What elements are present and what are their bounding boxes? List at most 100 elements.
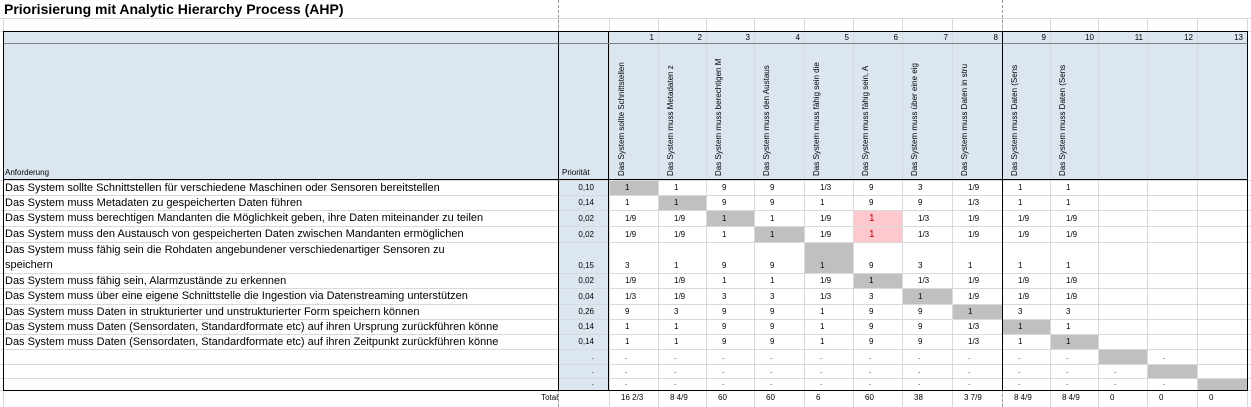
matrix-cell: 1/9: [968, 214, 980, 223]
matrix-cell: 1: [770, 230, 775, 239]
matrix-cell: 1/9: [1066, 230, 1078, 239]
matrix-cell: 1/9: [1018, 292, 1030, 301]
matrix-cell: 1: [1066, 198, 1071, 207]
matrix-cell: 1/9: [820, 276, 832, 285]
matrix-cell: 1: [968, 307, 973, 316]
matrix-cell: .: [1114, 378, 1117, 387]
gridline-horizontal: [0, 334, 1251, 335]
matrix-cell: 1: [674, 183, 679, 192]
matrix-cell: 1: [1018, 198, 1023, 207]
matrix-cell: 3: [674, 307, 679, 316]
matrix-cell: 9: [770, 261, 775, 270]
matrix-cell: 9: [722, 322, 727, 331]
column-title: Das System muss Daten (Sens: [1058, 64, 1067, 176]
gridline-vertical: [706, 18, 707, 407]
matrix-cell: .: [820, 366, 823, 375]
matrix-cell: 1/9: [820, 230, 832, 239]
matrix-cell: 1/9: [1066, 276, 1078, 285]
matrix-cell: .: [674, 352, 677, 361]
matrix-cell: 1: [1066, 183, 1071, 192]
matrix-cell: 9: [770, 183, 775, 192]
total-label: Total: [541, 393, 558, 402]
matrix-cell: 1: [968, 261, 973, 270]
gridline-horizontal: [0, 349, 1251, 350]
matrix-cell: 1: [820, 322, 825, 331]
matrix-cell: .: [968, 366, 971, 375]
column-number: 1: [649, 33, 654, 42]
matrix-cell: 1: [625, 198, 630, 207]
matrix-cell: 9: [722, 198, 727, 207]
matrix-cell: 1: [869, 213, 875, 224]
gridline-vertical: [804, 18, 805, 407]
header-requirement-bg: [4, 44, 558, 179]
priority-value: .: [591, 352, 594, 361]
matrix-cell: 1: [625, 183, 630, 192]
diagonal-cell: [755, 227, 804, 242]
priority-value: 0,02: [578, 230, 594, 239]
priority-value: .: [591, 378, 594, 387]
matrix-cell: 3: [625, 261, 630, 270]
matrix-cell: .: [674, 378, 677, 387]
diagonal-cell: [1198, 379, 1247, 390]
requirement-text: Das System muss berechtigen Mandanten di…: [5, 212, 484, 224]
matrix-cell: 1: [1018, 322, 1023, 331]
priority-value: 0,14: [578, 322, 594, 331]
matrix-cell: 9: [869, 307, 874, 316]
column-title: Das System sollte Schnittstellen: [617, 62, 626, 176]
matrix-cell: 9: [918, 198, 923, 207]
priority-value: .: [591, 366, 594, 375]
priority-value: 0,02: [578, 214, 594, 223]
matrix-cell: 9: [770, 337, 775, 346]
matrix-cell: 1/3: [820, 183, 832, 192]
highlight-cell: [854, 227, 902, 242]
matrix-cell: .: [869, 366, 872, 375]
matrix-cell: .: [625, 366, 628, 375]
total-value: 0: [1110, 393, 1115, 402]
matrix-cell: .: [968, 352, 971, 361]
priority-value: 0,10: [578, 183, 594, 192]
matrix-cell: 9: [722, 307, 727, 316]
matrix-cell: .: [1018, 366, 1021, 375]
header-priority-label: Priorität: [562, 168, 590, 177]
matrix-cell: .: [722, 352, 725, 361]
gridline-horizontal: [0, 364, 1251, 365]
matrix-cell: .: [1018, 352, 1021, 361]
matrix-cell: 1: [674, 198, 679, 207]
total-value: 8 4/9: [1014, 393, 1032, 402]
matrix-cell: .: [1066, 366, 1069, 375]
column-title: Das System muss Metadaten z: [666, 65, 675, 176]
gridline-vertical: [609, 18, 610, 407]
column-number: 5: [844, 33, 849, 42]
header-band-top: [4, 32, 1247, 44]
diagonal-cell: [610, 181, 658, 195]
column-number: 4: [795, 33, 800, 42]
requirement-text: Das System muss fähig sein, Alarmzuständ…: [5, 275, 287, 287]
matrix-cell: .: [1163, 352, 1166, 361]
matrix-cell: 9: [869, 183, 874, 192]
matrix-cell: .: [1066, 352, 1069, 361]
matrix-cell: 1/9: [1018, 214, 1030, 223]
matrix-cell: 1/9: [674, 276, 686, 285]
header-priority-bg: [559, 44, 608, 179]
gridline-horizontal: [0, 242, 1251, 243]
matrix-cell: 1: [1066, 337, 1071, 346]
matrix-cell: 1: [869, 276, 874, 285]
matrix-cell: 1: [770, 276, 775, 285]
matrix-cell: .: [722, 366, 725, 375]
matrix-cell: .: [770, 366, 773, 375]
column-number: 10: [1085, 33, 1094, 42]
matrix-cell: .: [1114, 366, 1117, 375]
matrix-cell: 1: [1018, 261, 1023, 270]
matrix-cell: 1: [820, 198, 825, 207]
gridline-horizontal: [0, 378, 1251, 379]
total-value: 8 4/9: [670, 393, 688, 402]
matrix-cell: .: [918, 366, 921, 375]
matrix-cell: .: [674, 366, 677, 375]
gridline-horizontal: [0, 226, 1251, 227]
priority-column-bg: [559, 180, 608, 390]
page-title: Priorisierung mit Analytic Hierarchy Pro…: [4, 1, 344, 17]
column-title: Das System muss Daten in stru: [960, 63, 969, 176]
total-value: 60: [865, 393, 874, 402]
matrix-cell: .: [770, 352, 773, 361]
